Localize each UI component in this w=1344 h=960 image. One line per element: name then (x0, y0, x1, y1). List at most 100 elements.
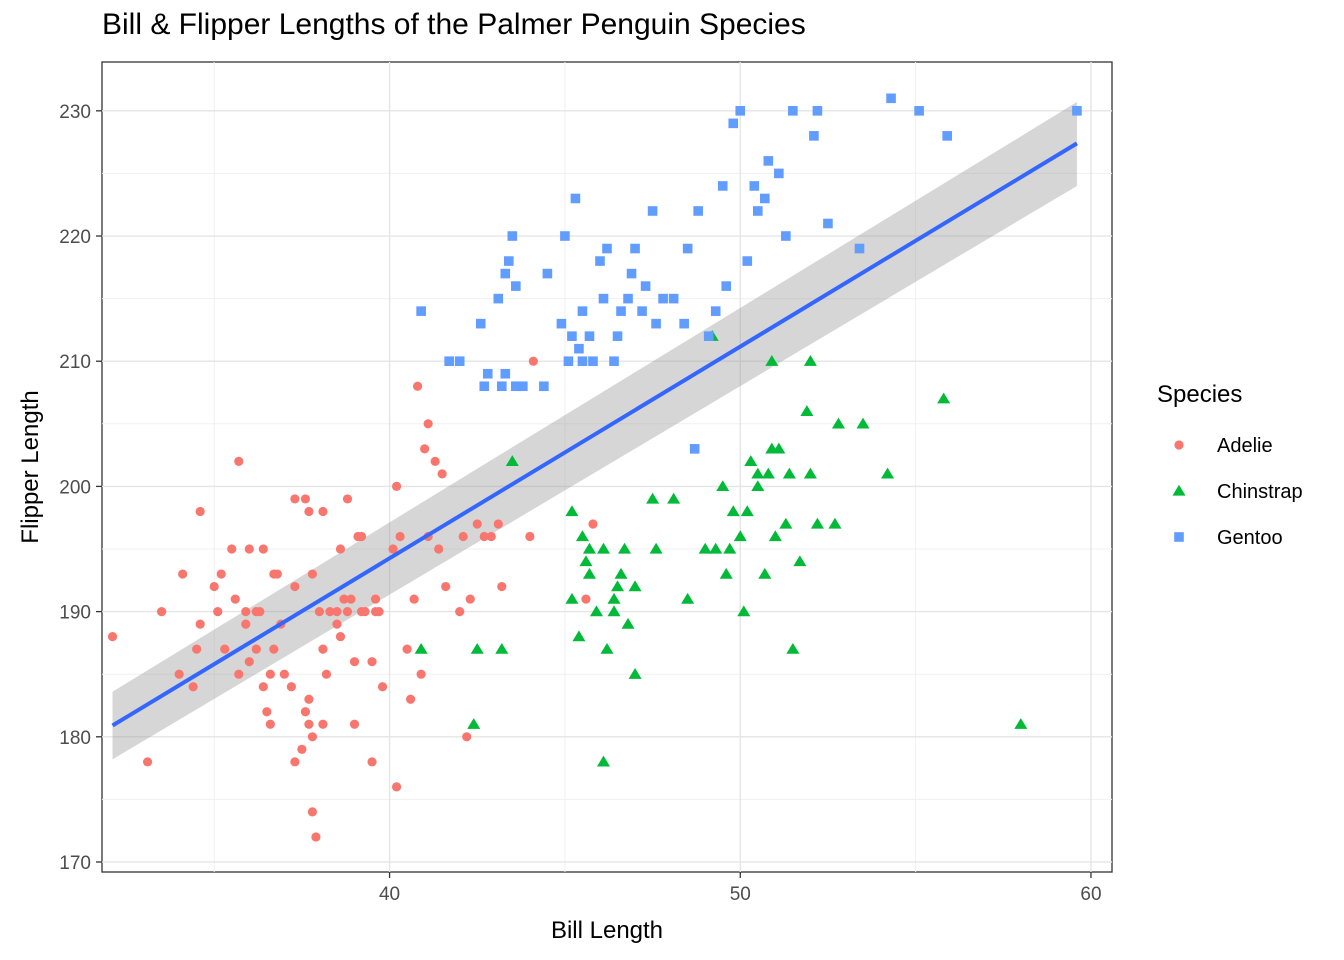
adelie-point (370, 594, 381, 604)
gentoo-point (507, 231, 518, 241)
adelie-point (258, 682, 268, 692)
gentoo-point (774, 168, 784, 179)
gentoo-point (416, 306, 426, 316)
gentoo-point (577, 306, 588, 316)
chinstrap-point (772, 442, 786, 454)
chinstrap-point (765, 355, 779, 366)
gentoo-point (616, 306, 626, 316)
adelie-point (290, 757, 300, 767)
regression-line (111, 141, 1078, 728)
adelie-point (269, 644, 279, 654)
gentoo-point (781, 231, 791, 241)
chinstrap-point (596, 755, 611, 767)
gentoo-point (735, 106, 746, 116)
gentoo-point (658, 293, 668, 304)
adelie-legend-label: Adelie (1217, 435, 1273, 457)
adelie-point (251, 644, 261, 654)
gentoo-point (574, 343, 584, 354)
gentoo-point (577, 356, 588, 367)
gentoo-point (475, 318, 486, 329)
adelie-point (581, 594, 591, 604)
adelie-point (356, 531, 367, 542)
gentoo-point (626, 268, 637, 279)
adelie-point (388, 544, 398, 554)
chinstrap-point (582, 542, 596, 554)
gentoo-point (584, 331, 595, 341)
chinstrap-point (803, 467, 817, 479)
chinstrap-point (768, 530, 782, 542)
adelie-point (339, 594, 349, 604)
chinstrap-point (607, 605, 621, 617)
y-tick-label: 190 (59, 603, 91, 624)
adelie-point (479, 531, 489, 542)
gentoo-point (479, 381, 490, 392)
chinstrap-point (667, 492, 681, 504)
chinstrap-point (782, 467, 796, 479)
gentoo-point (542, 268, 553, 279)
chinstrap-point (565, 592, 579, 604)
adelie-point (279, 669, 289, 679)
gentoo-point (1072, 106, 1082, 116)
adelie-point (265, 669, 275, 679)
y-tick-label: 220 (59, 227, 91, 248)
adelie-point (462, 732, 472, 742)
gentoo-point (598, 293, 609, 304)
chinstrap-point (740, 505, 754, 517)
adelie-point (472, 519, 482, 529)
gentoo-point (742, 256, 753, 266)
chinstrap-point (611, 580, 625, 592)
x-axis-title: Bill Length (551, 917, 663, 944)
chinstrap-point (716, 480, 730, 492)
gentoo-point (539, 381, 549, 392)
chart-title: Bill & Flipper Lengths of the Palmer Pen… (102, 8, 806, 41)
gentoo-point (647, 206, 658, 216)
chinstrap-point (618, 542, 632, 554)
chinstrap-point (628, 667, 642, 679)
x-axis-ticks: 40 50 60 (379, 872, 1102, 905)
gentoo-point (760, 193, 770, 204)
chinstrap-point (709, 542, 723, 554)
adelie-point (244, 657, 254, 667)
gentoo-point (710, 306, 721, 316)
gentoo-point (942, 131, 952, 141)
gentoo-point (668, 293, 679, 304)
gentoo-point (809, 131, 819, 141)
gentoo-point (763, 156, 774, 166)
adelie-point (346, 594, 356, 604)
adelie-point (216, 569, 226, 579)
adelie-point (297, 744, 307, 754)
x-tick-label: 60 (1080, 884, 1101, 905)
adelie-point (265, 719, 275, 729)
chinstrap-point (779, 517, 793, 529)
chinstrap-point (726, 505, 740, 517)
y-axis-title: Flipper Length (17, 390, 44, 543)
chinstrap-legend-label: Chinstrap (1217, 481, 1303, 503)
gentoo-point (602, 243, 612, 254)
gentoo-point (493, 293, 504, 304)
adelie-point (391, 782, 402, 792)
x-tick-label: 50 (730, 884, 751, 905)
adelie-point (416, 669, 426, 679)
y-tick-label: 200 (59, 477, 91, 498)
legend-title: Species (1157, 381, 1242, 408)
chinstrap-point (723, 542, 737, 554)
adelie-point (486, 531, 496, 542)
gentoo-point (640, 281, 651, 291)
adelie-point (192, 644, 202, 654)
adelie-point (178, 569, 188, 579)
chinstrap-point (786, 642, 800, 654)
gentoo-point (454, 356, 465, 367)
data-points (107, 93, 1082, 842)
adelie-point (391, 481, 402, 492)
confidence-band (112, 102, 1077, 760)
adelie-point (307, 807, 318, 817)
chinstrap-point (505, 455, 519, 467)
adelie-point (230, 594, 240, 604)
adelie-point (441, 581, 451, 592)
chinstrap-point (719, 567, 733, 579)
adelie-point (395, 531, 405, 542)
chinstrap-point (751, 467, 765, 479)
adelie-point (465, 594, 475, 604)
adelie-point (318, 719, 328, 729)
adelie-point (290, 581, 300, 592)
